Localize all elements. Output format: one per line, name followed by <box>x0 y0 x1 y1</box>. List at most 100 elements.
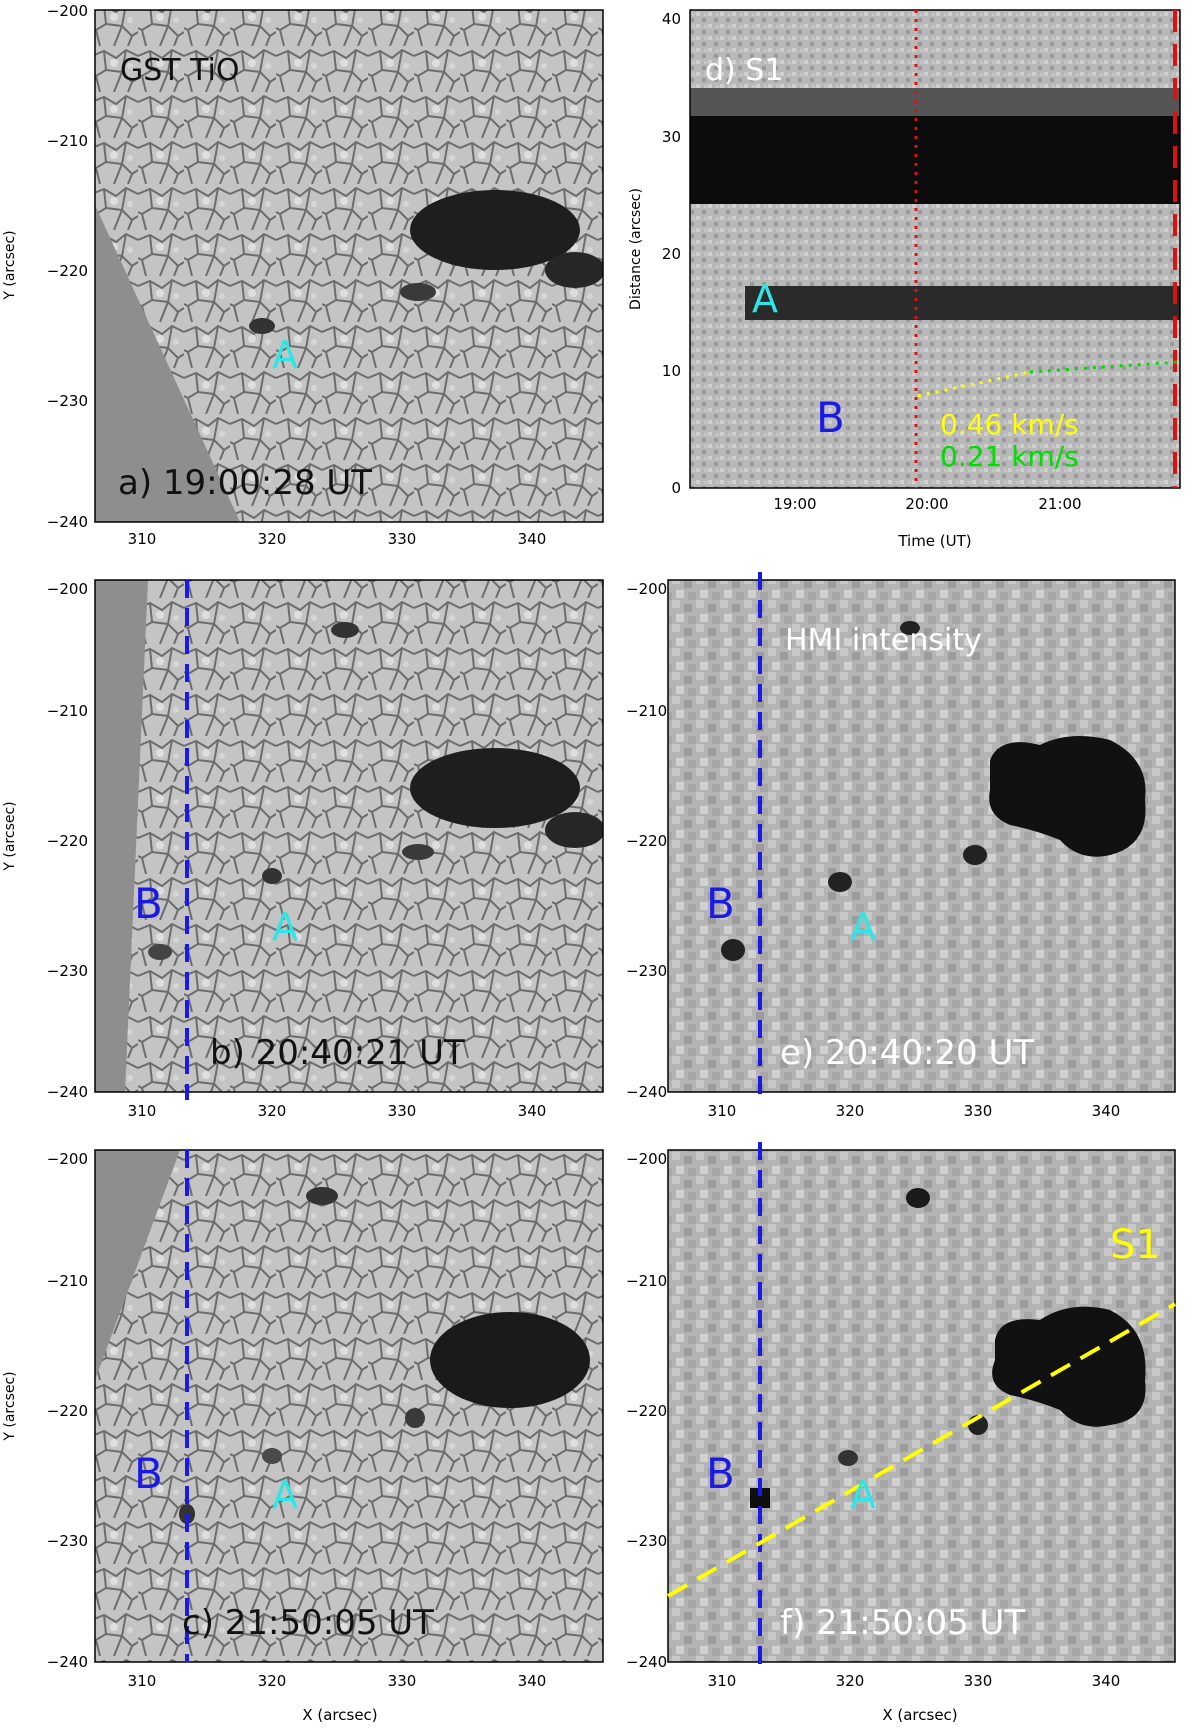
panel-d-fit-slow <box>1029 360 1179 374</box>
panel-d-speed-fast: 0.46 km/s <box>940 408 1079 441</box>
x-tick: 310 <box>708 1672 737 1690</box>
y-tick: −220 <box>47 832 88 850</box>
panel-b-image <box>95 580 603 1092</box>
panel-e-label-b: B <box>706 879 735 928</box>
panel-d-band-a <box>745 286 1180 320</box>
y-tick: 10 <box>662 362 681 380</box>
panel-e-features <box>721 621 1146 961</box>
y-tick: −200 <box>47 1150 88 1168</box>
panel-a-label-a: A <box>272 333 298 377</box>
y-tick: 20 <box>662 245 681 263</box>
panel-d-speed-slow: 0.21 km/s <box>940 440 1079 473</box>
panel-b-sunspot <box>410 748 580 828</box>
panel-d-xlabel: Time (UT) <box>897 532 971 550</box>
y-tick: −240 <box>626 1653 667 1671</box>
panel-c-label-b: B <box>134 1449 163 1498</box>
panel-f-frame <box>667 1149 1176 1663</box>
panel-c-yticks: −200 −210 −220 −230 −240 <box>47 1150 88 1671</box>
x-tick: 320 <box>258 1102 287 1120</box>
panel-f-feature-b <box>750 1488 770 1508</box>
panel-d-yticks: 0 10 20 30 40 <box>662 10 681 497</box>
x-tick: 340 <box>1092 1102 1121 1120</box>
panel-b-xticks: 310 320 330 340 <box>128 1102 547 1120</box>
x-tick: 320 <box>836 1672 865 1690</box>
panel-c-caption: c) 21:50:05 UT <box>182 1603 434 1643</box>
panel-b-label-b: B <box>134 879 163 928</box>
panel-d: d) S1 A B 0.46 km/s 0.21 km/s 0 10 20 30… <box>628 9 1181 550</box>
panel-e-frame <box>667 579 1176 1093</box>
panel-f-slit <box>667 1302 1176 1598</box>
panel-c-fov-mask <box>95 1150 180 1380</box>
panel-c-feature-a <box>262 1448 282 1464</box>
panel-a-ylabel: Y (arcsec) <box>2 230 18 300</box>
panel-f: S1 B A f) 21:50:05 UT −200 −210 −220 −23… <box>626 1142 1176 1724</box>
panel-b-yticks: −200 −210 −220 −230 −240 <box>47 580 88 1101</box>
x-tick: 330 <box>388 1102 417 1120</box>
panel-e-label-a: A <box>850 905 876 949</box>
panel-d-label-b: B <box>816 393 845 442</box>
y-tick: −210 <box>626 702 667 720</box>
x-tick: 330 <box>388 530 417 548</box>
panel-a-caption: a) 19:00:28 UT <box>118 463 372 503</box>
y-tick: −220 <box>626 832 667 850</box>
panel-d-xticks: 19:00 20:00 21:00 <box>773 495 1081 513</box>
panel-f-label-b: B <box>706 1449 735 1498</box>
x-tick: 340 <box>518 530 547 548</box>
panel-c-sunspot <box>430 1312 590 1408</box>
panel-e-feature-b <box>721 939 745 961</box>
panel-b-label-a: A <box>272 905 298 949</box>
panel-f-pore-top <box>906 1188 930 1208</box>
panel-d-ylabel: Distance (arcsec) <box>628 188 644 310</box>
y-tick: −210 <box>47 132 88 150</box>
x-tick: 310 <box>128 1672 157 1690</box>
panel-b-frame <box>94 579 604 1093</box>
panel-a: GST TiO A a) 19:00:28 UT −200 −210 −220 … <box>2 2 604 548</box>
panel-f-xticks: 310 320 330 340 <box>708 1672 1121 1690</box>
y-tick: −230 <box>47 962 88 980</box>
panel-d-label-a: A <box>752 277 778 321</box>
panel-b-fov-mask <box>95 580 148 1092</box>
y-tick: −200 <box>626 580 667 598</box>
panel-d-band-main <box>690 116 1180 204</box>
y-tick: −230 <box>626 1532 667 1550</box>
y-tick: 40 <box>662 10 681 28</box>
x-tick: 310 <box>708 1102 737 1120</box>
y-tick: −200 <box>47 2 88 20</box>
panel-a-xticks: 310 320 330 340 <box>128 530 547 548</box>
panel-e-sunspot <box>989 736 1146 857</box>
y-tick: −240 <box>47 1083 88 1101</box>
panel-a-yticks: −200 −210 −220 −230 −240 <box>47 2 88 531</box>
y-tick: −220 <box>47 262 88 280</box>
y-tick: −240 <box>47 1653 88 1671</box>
x-tick: 330 <box>964 1102 993 1120</box>
panel-f-label-a: A <box>850 1473 876 1517</box>
y-tick: −220 <box>626 1402 667 1420</box>
panel-b-caption: b) 20:40:21 UT <box>210 1033 465 1073</box>
x-tick: 20:00 <box>905 495 948 513</box>
panel-d-frame <box>689 9 1181 489</box>
panel-e-feature-a <box>828 872 852 892</box>
panel-c-pore <box>405 1408 425 1428</box>
x-tick: 340 <box>1092 1672 1121 1690</box>
x-tick: 330 <box>964 1672 993 1690</box>
panel-e-pore-top <box>900 621 920 635</box>
panel-c-xticks: 310 320 330 340 <box>128 1672 547 1690</box>
y-tick: 30 <box>662 128 681 146</box>
panel-a-frame <box>94 9 604 523</box>
panel-e-caption: e) 20:40:20 UT <box>780 1033 1034 1073</box>
y-tick: −210 <box>47 702 88 720</box>
x-tick: 310 <box>128 1102 157 1120</box>
panel-c: B A c) 21:50:05 UT −200 −210 −220 −230 −… <box>2 1149 604 1724</box>
panel-f-xlabel: X (arcsec) <box>882 1706 957 1724</box>
x-tick: 340 <box>518 1672 547 1690</box>
panel-a-sunspot-tail <box>545 252 603 288</box>
x-tick: 19:00 <box>773 495 816 513</box>
panel-b-ylabel: Y (arcsec) <box>2 801 18 871</box>
panel-a-pore <box>400 283 436 301</box>
y-tick: −200 <box>47 580 88 598</box>
panel-e-pore <box>963 845 987 865</box>
panel-e: HMI intensity B A e) 20:40:20 UT −200 −2… <box>626 572 1176 1120</box>
y-tick: −200 <box>626 1150 667 1168</box>
y-tick: −230 <box>626 962 667 980</box>
